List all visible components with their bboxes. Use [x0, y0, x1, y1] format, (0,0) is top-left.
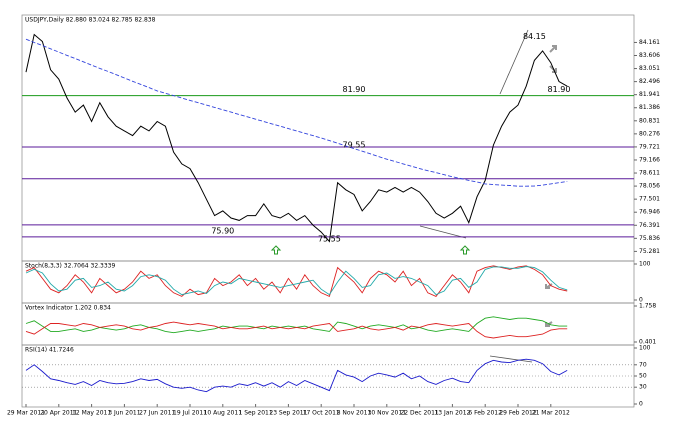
- y-tick-label: 77.501: [639, 196, 660, 203]
- series-line: [25, 358, 568, 393]
- y-tick-label: 0: [639, 401, 643, 408]
- x-tick-label: 22 Dec 2011: [400, 410, 439, 417]
- y-tick-label: 30: [639, 384, 647, 391]
- trend-line: [489, 355, 533, 363]
- y-tick-label: 80.276: [639, 130, 660, 137]
- x-tick-label: 19 Jul 2011: [173, 410, 207, 417]
- annotation: 84.15: [523, 32, 546, 41]
- y-tick-label: 82.496: [639, 78, 660, 85]
- panel-title: Vortex Indicator 1.202 0.834: [25, 305, 111, 312]
- y-tick-label: 75.836: [639, 235, 660, 242]
- y-tick-label: 76.391: [639, 222, 660, 229]
- series-line: [25, 266, 568, 296]
- x-tick-label: 17 Oct 2011: [303, 410, 340, 417]
- y-tick-label: 0: [639, 297, 643, 304]
- annotation: 81.90: [343, 85, 366, 94]
- y-tick-label: 1.758: [639, 303, 656, 310]
- x-tick-label: 21 Mar 2012: [532, 410, 570, 417]
- x-tick-label: 29 Mar 2011: [7, 410, 45, 417]
- y-tick-label: 50: [639, 373, 647, 380]
- x-tick-label: 8 Nov 2011: [337, 410, 372, 417]
- x-tick-label: 29 Feb 2012: [499, 410, 537, 417]
- annotation: 81.90: [548, 85, 571, 94]
- arrow: [545, 283, 553, 289]
- arrow: [549, 65, 557, 73]
- panel-title: RSI(14) 41.7246: [25, 347, 74, 354]
- y-tick-label: 84.161: [639, 39, 660, 46]
- x-tick-label: 23 Sep 2011: [269, 410, 307, 417]
- annotation: 75.90: [211, 226, 234, 235]
- up-arrow: [459, 245, 471, 255]
- y-tick-label: 81.941: [639, 91, 660, 98]
- panel-title: Stoch(8,3,3) 32.7064 32.3339: [25, 263, 116, 270]
- y-tick-label: 79.721: [639, 143, 660, 150]
- y-tick-label: 78.611: [639, 170, 660, 177]
- y-tick-label: 80.831: [639, 117, 660, 124]
- series-line: [25, 33, 568, 243]
- x-tick-label: 1 Sep 2011: [238, 410, 272, 417]
- y-tick-label: 100: [639, 261, 651, 268]
- x-tick-label: 12 May 2011: [72, 410, 111, 417]
- y-tick-label: 83.051: [639, 65, 660, 72]
- x-tick-label: 3 Jun 2011: [108, 410, 140, 417]
- annotation: 79.55: [343, 140, 366, 149]
- x-tick-label: 13 Jan 2012: [434, 410, 470, 417]
- y-tick-label: 0.401: [639, 339, 656, 346]
- y-tick-label: 100: [639, 345, 651, 352]
- x-tick-label: 30 Nov 2011: [368, 410, 407, 417]
- series-line: [25, 38, 568, 187]
- series-line: [25, 265, 568, 298]
- arrow: [549, 45, 557, 53]
- up-arrow: [270, 245, 282, 255]
- annotation: 75.55: [318, 235, 341, 244]
- trend-line: [499, 29, 529, 95]
- x-tick-label: 20 Apr 2011: [40, 410, 77, 417]
- y-tick-label: 81.386: [639, 104, 660, 111]
- x-tick-label: 10 Aug 2011: [204, 410, 243, 417]
- y-tick-label: 75.281: [639, 248, 660, 255]
- x-tick-label: 27 Jun 2011: [139, 410, 175, 417]
- y-tick-label: 79.166: [639, 156, 660, 163]
- y-tick-label: 76.946: [639, 209, 660, 216]
- y-tick-label: 83.606: [639, 52, 660, 59]
- y-tick-label: 70: [639, 361, 647, 368]
- trend-line: [419, 225, 467, 239]
- panel-title: USDJPY,Daily 82.880 83.024 82.785 82.838: [25, 17, 156, 24]
- x-tick-label: 6 Feb 2012: [468, 410, 502, 417]
- series-line: [25, 321, 568, 339]
- y-tick-label: 78.056: [639, 183, 660, 190]
